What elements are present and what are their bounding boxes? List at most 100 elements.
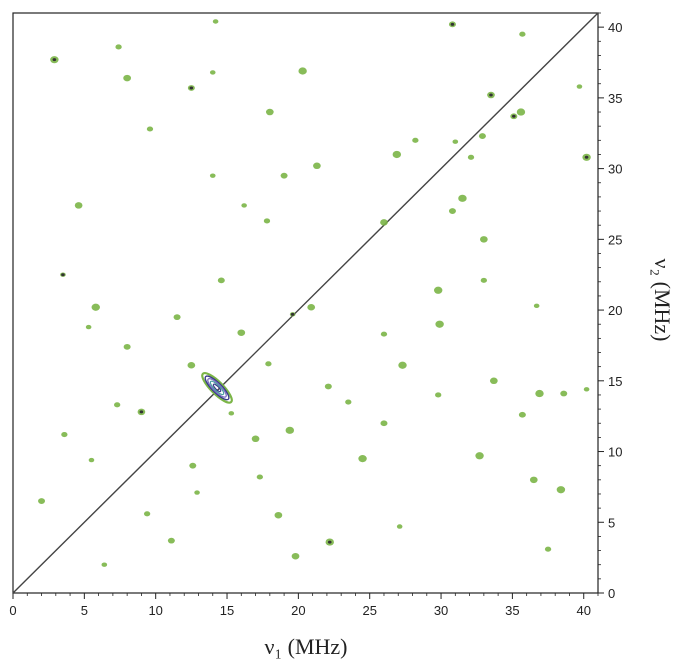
peak-point bbox=[380, 331, 388, 337]
peak-point bbox=[448, 208, 456, 214]
peak-blob bbox=[167, 537, 175, 544]
peak-blob bbox=[146, 126, 154, 132]
x-tick-label: 40 bbox=[576, 603, 590, 618]
peak-point bbox=[518, 411, 526, 418]
peak-point bbox=[412, 137, 419, 143]
peak-blob bbox=[298, 67, 307, 75]
x-tick-label: 25 bbox=[362, 603, 376, 618]
peak-point bbox=[487, 91, 495, 99]
peak-blob bbox=[412, 137, 419, 143]
peak-core bbox=[512, 114, 516, 118]
x-axis-title: ν₁ (MHz) bbox=[265, 634, 348, 659]
peak-blob bbox=[313, 162, 321, 170]
peak-blob bbox=[123, 343, 131, 350]
peak-blob bbox=[358, 455, 367, 463]
peak-blob bbox=[241, 203, 247, 208]
peak-point bbox=[392, 150, 402, 159]
peak-point bbox=[237, 329, 246, 336]
main-peak-ring bbox=[204, 375, 230, 401]
peak-point bbox=[489, 377, 498, 385]
peak-blob bbox=[228, 411, 235, 416]
peak-blob bbox=[74, 202, 83, 209]
peak-point bbox=[435, 392, 442, 398]
peak-blob bbox=[187, 361, 196, 369]
peak-blob bbox=[478, 133, 486, 139]
peak-blob bbox=[556, 486, 566, 494]
peak-core bbox=[52, 58, 57, 62]
peak-point bbox=[582, 153, 591, 161]
peak-point bbox=[516, 108, 526, 116]
peak-blob bbox=[529, 476, 538, 484]
peak-point bbox=[256, 474, 263, 480]
peak-blob bbox=[265, 361, 272, 367]
peak-point bbox=[91, 303, 100, 311]
peak-point bbox=[74, 202, 83, 209]
peak-blob bbox=[519, 31, 526, 37]
peak-point bbox=[435, 320, 444, 328]
peak-core bbox=[189, 86, 194, 90]
peak-point bbox=[560, 390, 568, 397]
peak-point bbox=[433, 286, 443, 294]
peak-point bbox=[510, 113, 518, 120]
y-tick-label: 15 bbox=[608, 374, 622, 389]
peak-blob bbox=[237, 329, 246, 336]
peak-point bbox=[583, 387, 590, 392]
peak-point bbox=[173, 314, 181, 321]
peak-blob bbox=[307, 303, 316, 311]
peak-point bbox=[265, 108, 274, 116]
peak-blob bbox=[212, 19, 219, 24]
peak-blob bbox=[251, 435, 260, 443]
peak-blob bbox=[435, 392, 442, 398]
peak-point bbox=[167, 537, 175, 544]
peak-point bbox=[398, 361, 407, 369]
peak-blob bbox=[489, 377, 498, 385]
peak-point bbox=[123, 74, 131, 82]
peak-point bbox=[529, 476, 538, 484]
peak-point bbox=[88, 457, 95, 463]
peak-blob bbox=[194, 490, 200, 495]
peak-core bbox=[584, 155, 589, 159]
y-tick-label: 30 bbox=[608, 162, 622, 177]
peak-point bbox=[209, 70, 216, 75]
peak-blob bbox=[583, 387, 590, 392]
peak-blob bbox=[518, 411, 526, 418]
peak-blob bbox=[88, 457, 95, 463]
peak-blob bbox=[91, 303, 100, 311]
peak-blob bbox=[38, 498, 46, 504]
peak-point bbox=[358, 455, 367, 463]
x-tick-label: 10 bbox=[148, 603, 162, 618]
peak-point bbox=[212, 19, 219, 24]
peak-point bbox=[187, 361, 196, 369]
x-tick-label: 20 bbox=[291, 603, 305, 618]
y-tick-label: 20 bbox=[608, 303, 622, 318]
peak-blob bbox=[392, 150, 402, 159]
y-tick-label: 35 bbox=[608, 91, 622, 106]
peak-blob bbox=[143, 511, 151, 517]
peak-blob bbox=[560, 390, 568, 397]
peak-point bbox=[478, 133, 486, 139]
peak-core bbox=[450, 22, 455, 26]
peak-point bbox=[396, 524, 403, 529]
peak-blob bbox=[101, 562, 108, 567]
y-tick-label: 40 bbox=[608, 20, 622, 35]
peak-blob bbox=[452, 139, 459, 144]
main-peak-contour bbox=[201, 372, 233, 404]
peak-point bbox=[467, 154, 475, 160]
peak-core bbox=[290, 312, 295, 316]
x-tick-label: 35 bbox=[505, 603, 519, 618]
peak-point bbox=[480, 277, 488, 283]
peak-blob bbox=[189, 462, 197, 469]
peak-blob bbox=[380, 219, 388, 226]
main-peak-ring bbox=[212, 383, 222, 393]
peak-point bbox=[50, 56, 59, 64]
peak-point bbox=[251, 435, 260, 443]
peak-blob bbox=[533, 303, 540, 309]
x-tick-label: 30 bbox=[434, 603, 448, 618]
y-tick-label: 10 bbox=[608, 445, 622, 460]
peak-point bbox=[452, 139, 459, 144]
peak-point bbox=[263, 218, 271, 224]
peak-point bbox=[544, 546, 552, 552]
peak-blob bbox=[114, 402, 121, 408]
peak-point bbox=[533, 303, 540, 309]
